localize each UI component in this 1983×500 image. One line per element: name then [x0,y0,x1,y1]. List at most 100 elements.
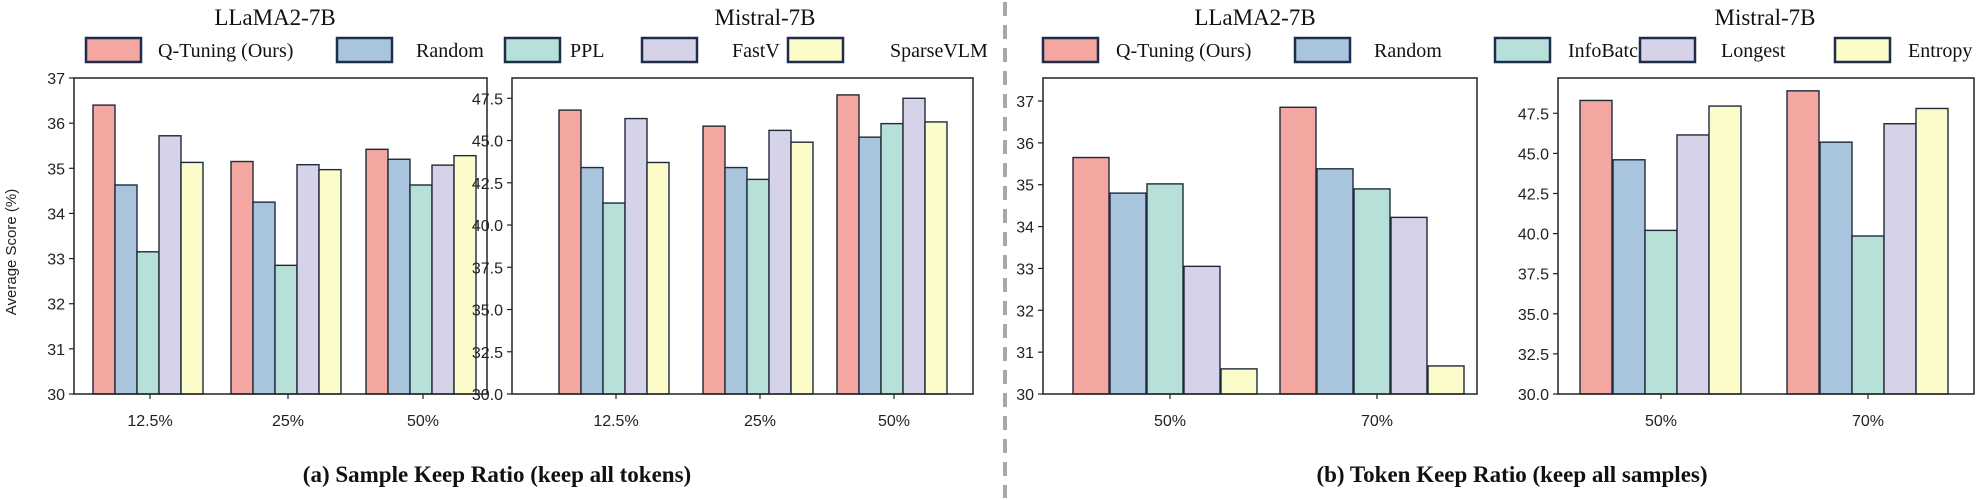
bar [409,184,433,395]
bar [1316,168,1354,395]
x-tick-label: 12.5% [593,413,638,430]
bar [92,104,116,395]
x-tick-label: 25% [272,413,304,430]
legend-swatch [1638,36,1697,64]
bar [1819,141,1853,395]
legend-label: Random [1374,40,1442,62]
y-tick-label: 37 [47,71,65,88]
bar [924,121,948,395]
bar-chart-2: 30 31 32 33 34 35 36 37 50% 70% [1016,77,1478,430]
legend-label: FastV [732,40,780,62]
y-tick-label: 33 [1016,261,1034,278]
bar [158,135,182,395]
bar [746,178,770,395]
legend-label: Longest [1721,40,1786,62]
y-tick-label: 40.0 [1518,227,1549,244]
x-tick-label: 25% [744,413,776,430]
y-tick-label: 40.0 [472,218,503,235]
legend-label: Q-Tuning (Ours) [158,40,293,62]
x-tick-label: 70% [1852,413,1884,430]
bar [836,94,860,395]
bar [1109,192,1147,395]
y-tick-label: 33 [47,252,65,269]
y-tick-label: 47.5 [1518,106,1549,123]
bar [114,184,138,395]
plot-frame [1557,77,1975,395]
y-tick-label: 42.5 [472,176,503,193]
legend-label: Random [416,40,484,62]
plot-frame [511,77,974,395]
bar [431,164,455,395]
bar [1644,229,1678,395]
bar [136,251,160,395]
bar [602,202,626,395]
y-tick-label: 32 [1016,303,1034,320]
bar [1579,99,1613,395]
x-tick-label: 50% [1154,413,1186,430]
bar [1883,123,1917,395]
bar [1183,265,1221,395]
bar [1612,159,1646,395]
bar [580,166,604,395]
x-tick-label: 12.5% [127,413,172,430]
y-tick-label: 37 [1016,94,1034,111]
y-tick-label: 32 [47,297,65,314]
plot-frame [73,77,488,395]
y-tick-label: 35 [47,161,65,178]
bar [1676,134,1710,395]
legend-label: Entropy [1908,40,1972,62]
y-tick-label: 36 [1016,136,1034,153]
x-tick-label: 50% [1645,413,1677,430]
bar-chart-3: 30.0 32.5 35.0 37.5 40.0 42.5 45.0 47.5 50% 70% [1518,77,1975,430]
y-axis-label: Average Score (%) [3,189,20,315]
bar [1146,183,1184,395]
chart-title-a-mistral: Mistral-7B [715,5,816,30]
y-tick-label: 42.5 [1518,186,1549,203]
bar [558,109,582,395]
y-tick-label: 30.0 [1518,387,1549,404]
legend-swatch [84,36,143,64]
bar [1353,188,1391,395]
bar [1786,90,1820,395]
bar [252,201,276,395]
bar [1279,106,1317,395]
chart-title-b-llama: LLaMA2-7B [1194,5,1315,30]
y-tick-label: 37.5 [1518,267,1549,284]
legend-swatch [1493,36,1552,64]
bar [1708,105,1742,395]
bar [768,129,792,395]
bar [274,264,298,395]
chart-title-a-llama: LLaMA2-7B [214,5,335,30]
bar [902,97,926,395]
legend-swatch [1041,36,1100,64]
y-tick-label: 30 [1016,387,1034,404]
bar [702,125,726,395]
caption-a: (a) Sample Keep Ratio (keep all tokens) [303,462,691,487]
bar [624,117,648,395]
legend-swatch [503,36,562,64]
bar [724,166,748,395]
bar [318,168,342,395]
bar [1390,216,1428,395]
bar [387,158,411,395]
legend-label: InfoBatch [1568,40,1648,62]
legend-swatch [1833,36,1892,64]
bar [790,141,814,395]
y-tick-label: 45.0 [472,134,503,151]
legend-swatch [786,36,845,64]
bar [1220,368,1258,395]
legend-swatch [335,36,394,64]
y-tick-label: 37.5 [472,260,503,277]
chart-title-b-mistral: Mistral-7B [1715,5,1816,30]
bar-chart-0: 30 31 32 33 34 35 36 37 12.5% 25% 50% [47,71,488,430]
plot-frame [1042,77,1478,395]
bar [1427,365,1465,395]
caption-b: (b) Token Keep Ratio (keep all samples) [1316,462,1707,487]
y-tick-label: 36 [47,116,65,133]
y-tick-label: 45.0 [1518,146,1549,163]
bar [858,136,882,395]
y-tick-label: 31 [1016,345,1034,362]
bar [880,122,904,395]
y-tick-label: 30.0 [472,387,503,404]
